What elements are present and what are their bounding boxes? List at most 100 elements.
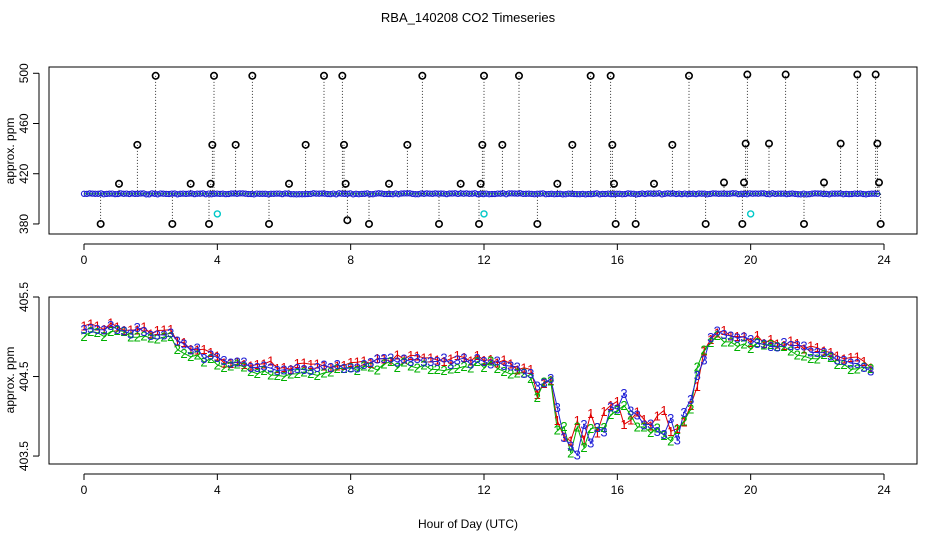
series-2-marker: 2 (474, 354, 481, 369)
series-1-marker: 1 (487, 352, 494, 367)
flag-point (684, 71, 693, 80)
raw-point (148, 190, 156, 197)
series-3-marker: 3 (147, 328, 154, 343)
flag-point (186, 179, 195, 188)
series-3-marker: 3 (667, 411, 674, 426)
series-2-marker: 2 (600, 420, 607, 435)
series-1-marker: 1 (560, 429, 567, 444)
series-3-marker: 3 (674, 432, 681, 447)
series-3-marker: 3 (87, 321, 94, 336)
flag-point (533, 219, 542, 228)
series-1-marker: 1 (554, 413, 561, 428)
series-3-marker: 3 (540, 376, 547, 391)
series-2-marker: 2 (547, 373, 554, 388)
series-3-marker: 3 (127, 327, 134, 342)
series-2-marker: 2 (180, 346, 187, 361)
series-3-marker: 3 (454, 352, 461, 367)
raw-point (412, 191, 419, 198)
top-plot-frame (48, 66, 918, 235)
series-1-marker: 1 (520, 360, 527, 375)
series-1-marker: 1 (647, 419, 654, 434)
bottom-plot-frame (48, 296, 918, 465)
series-1-marker: 1 (367, 356, 374, 371)
raw-point (406, 190, 413, 197)
series-3-marker: 3 (207, 347, 214, 362)
series-1-marker: 1 (860, 354, 867, 369)
bottom-x-tick-label: 0 (81, 483, 88, 497)
series-1-marker: 1 (127, 323, 134, 338)
flag-point (210, 71, 219, 80)
series-1-marker: 1 (514, 362, 521, 377)
series-2-marker: 2 (714, 328, 721, 343)
series-2-marker: 2 (667, 433, 674, 448)
series-1-marker: 1 (247, 359, 254, 374)
series-1-marker: 1 (747, 335, 754, 350)
series-1-marker: 1 (414, 348, 421, 363)
series-2-marker: 2 (420, 358, 427, 373)
series-3-marker: 3 (687, 392, 694, 407)
series-1-marker: 1 (274, 361, 281, 376)
raw-point (633, 191, 640, 198)
flag-point (568, 140, 577, 149)
series-2-marker: 2 (694, 360, 701, 375)
bottom-y-tick-label: 405.5 (17, 282, 31, 312)
series-3-marker: 3 (707, 330, 714, 345)
flag-point (799, 219, 808, 228)
series-2-marker: 2 (300, 365, 307, 380)
series-1-marker: 1 (694, 379, 701, 394)
series-1-marker: 1 (434, 353, 441, 368)
series-2-marker: 2 (340, 361, 347, 376)
series-2-marker: 2 (120, 324, 127, 339)
raw-point (304, 190, 311, 198)
series-3-marker: 3 (440, 351, 447, 366)
series-3-marker: 3 (620, 386, 627, 401)
series-3-marker: 3 (694, 368, 701, 383)
flag-point (434, 219, 443, 228)
series-3-marker: 3 (300, 362, 307, 377)
flag-point (874, 178, 883, 187)
series-2-marker: 2 (514, 365, 521, 380)
series-3-marker: 3 (174, 333, 181, 348)
series-1-marker: 1 (607, 398, 614, 413)
flag-point (553, 179, 562, 188)
series-1-marker: 1 (174, 334, 181, 349)
series-3-marker: 3 (807, 345, 814, 360)
series-2-marker: 2 (114, 323, 121, 338)
series-2-marker: 2 (847, 362, 854, 377)
series-2-marker: 2 (314, 368, 321, 383)
flag-point (611, 219, 620, 228)
series-1-marker: 1 (154, 323, 161, 338)
series-2-marker: 2 (580, 440, 587, 455)
flag-point (478, 140, 487, 149)
series-2-marker: 2 (387, 354, 394, 369)
series-1-marker: 1 (507, 356, 514, 371)
series-2-marker: 2 (660, 428, 667, 443)
series-1-marker: 1 (267, 354, 274, 369)
series-1-marker: 1 (547, 373, 554, 388)
series-1-marker: 1 (400, 352, 407, 367)
series-1-marker: 1 (667, 424, 674, 439)
series-2-line (83, 330, 871, 454)
series-3-marker: 3 (734, 330, 741, 345)
series-1-marker: 1 (820, 344, 827, 359)
series-1-marker: 1 (447, 351, 454, 366)
series-1-marker: 1 (800, 341, 807, 356)
series-2-marker: 2 (434, 362, 441, 377)
series-2-marker: 2 (280, 369, 287, 384)
series-1-marker: 1 (720, 323, 727, 338)
series-2-marker: 2 (620, 398, 627, 413)
series-2-marker: 2 (447, 362, 454, 377)
series-3-marker: 3 (220, 353, 227, 368)
series-2-marker: 2 (460, 359, 467, 374)
series-2-marker: 2 (287, 367, 294, 382)
series-2-marker: 2 (774, 339, 781, 354)
series-2-marker: 2 (214, 357, 221, 372)
flag-point (586, 71, 595, 80)
series-2-marker: 2 (840, 357, 847, 372)
series-2-marker: 2 (427, 362, 434, 377)
series-3-marker: 3 (480, 354, 487, 369)
top-panel: approx. ppm 0 4 8 12 16 20 24 380 420 460 500 (3, 63, 918, 267)
raw-point (284, 190, 292, 197)
